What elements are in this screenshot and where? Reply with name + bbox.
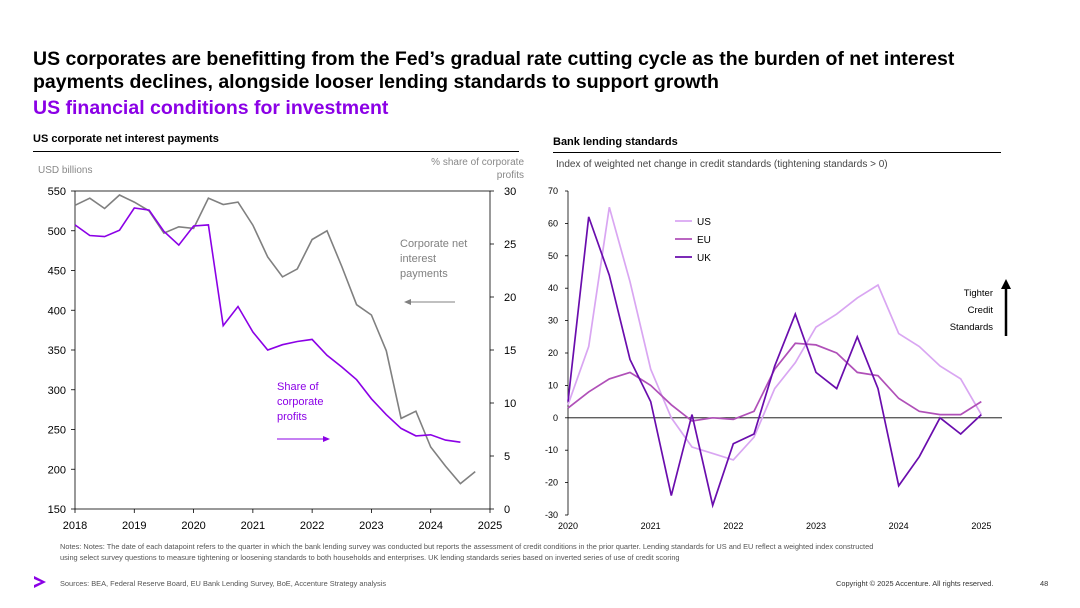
annotation-arrow-grey-head bbox=[404, 299, 411, 305]
right-chart-y-tick-label: -10 bbox=[545, 445, 558, 455]
sources: Sources: BEA, Federal Reserve Board, EU … bbox=[60, 579, 387, 588]
copyright: Copyright © 2025 Accenture. All rights r… bbox=[836, 579, 994, 588]
page-title: US corporates are benefitting from the F… bbox=[33, 48, 955, 93]
footnotes: Notes: Notes: The date of each datapoint… bbox=[60, 542, 874, 562]
right-chart-y-tick-label: 70 bbox=[548, 186, 558, 196]
right-chart-y-tick-label: -20 bbox=[545, 478, 558, 488]
left-x-tick-label: 2022 bbox=[300, 520, 324, 532]
page-subtitle: US financial conditions for investment bbox=[33, 97, 389, 119]
right-chart-x-tick-label: 2021 bbox=[641, 521, 661, 531]
annotation-share-of-profits: Share of corporate profits bbox=[277, 381, 323, 423]
right-y-tick-label: 15 bbox=[504, 345, 516, 357]
accenture-logo-icon bbox=[34, 576, 46, 588]
right-chart-x-tick-label: 2020 bbox=[558, 521, 578, 531]
page-number: 48 bbox=[1040, 579, 1049, 588]
left-y-tick-label: 200 bbox=[48, 464, 66, 476]
left-y-tick-label: 500 bbox=[48, 226, 66, 238]
right-y-tick-label: 5 bbox=[504, 451, 510, 463]
right-y-tick-label: 20 bbox=[504, 292, 516, 304]
right-chart-title: Bank lending standards bbox=[553, 136, 678, 148]
right-y-tick-label: 30 bbox=[504, 186, 516, 198]
left-y-tick-label: 450 bbox=[48, 266, 66, 278]
right-chart-y-tick-label: -30 bbox=[545, 510, 558, 520]
left-y-tick-label: 300 bbox=[48, 385, 66, 397]
left-y-tick-label: 550 bbox=[48, 186, 66, 198]
right-chart-y-tick-label: 10 bbox=[548, 380, 558, 390]
right-y-tick-label: 10 bbox=[504, 398, 516, 410]
legend-label-eu: EU bbox=[697, 235, 711, 246]
left-x-tick-label: 2024 bbox=[418, 520, 442, 532]
left-x-tick-label: 2019 bbox=[122, 520, 146, 532]
left-x-tick-label: 2023 bbox=[359, 520, 383, 532]
right-chart-y-tick-label: 0 bbox=[553, 413, 558, 423]
annotation-tighter-credit-1: Credit bbox=[968, 305, 994, 316]
left-x-tick-label: 2018 bbox=[63, 520, 87, 532]
left-x-tick-label: 2021 bbox=[241, 520, 265, 532]
legend-label-us: US bbox=[697, 217, 711, 228]
left-x-tick-label: 2025 bbox=[478, 520, 502, 532]
series-line-share-of-profits bbox=[74, 207, 461, 443]
annotation-arrow-purple-head bbox=[323, 436, 330, 442]
right-chart-x-tick-label: 2024 bbox=[889, 521, 909, 531]
series-line-corporate-net-interest bbox=[74, 194, 476, 485]
left-y-tick-label: 350 bbox=[48, 345, 66, 357]
right-y-tick-label: 0 bbox=[504, 504, 510, 516]
right-chart-y-tick-label: 20 bbox=[548, 348, 558, 358]
left-y-tick-label: 250 bbox=[48, 425, 66, 437]
right-chart-y-tick-label: 60 bbox=[548, 218, 558, 228]
series-line-us bbox=[567, 206, 983, 461]
right-chart-x-tick-label: 2022 bbox=[723, 521, 743, 531]
right-y-axis-label: % share of corporate profits bbox=[431, 157, 524, 181]
left-y-tick-label: 400 bbox=[48, 305, 66, 317]
left-chart-title: US corporate net interest payments bbox=[33, 133, 219, 145]
right-chart-y-tick-label: 40 bbox=[548, 283, 558, 293]
right-chart-rule bbox=[553, 152, 1001, 153]
right-chart-x-tick-label: 2025 bbox=[971, 521, 991, 531]
annotation-tighter-credit-2: Standards bbox=[950, 322, 994, 333]
series-line-eu bbox=[567, 342, 982, 422]
right-chart-x-tick-label: 2023 bbox=[806, 521, 826, 531]
left-y-tick-label: 150 bbox=[48, 504, 66, 516]
right-y-tick-label: 25 bbox=[504, 239, 516, 251]
right-chart-y-tick-label: 30 bbox=[548, 316, 558, 326]
right-chart-y-axis-label: Index of weighted net change in credit s… bbox=[556, 159, 888, 170]
left-y-axis-label: USD billions bbox=[38, 165, 92, 176]
annotation-corporate-net-interest: Corporate net interest payments bbox=[400, 238, 467, 280]
annotation-up-arrow-head bbox=[1001, 279, 1011, 289]
right-chart-y-tick-label: 50 bbox=[548, 251, 558, 261]
left-x-tick-label: 2020 bbox=[181, 520, 205, 532]
legend-label-uk: UK bbox=[697, 253, 711, 264]
annotation-tighter-credit-0: Tighter bbox=[964, 288, 993, 299]
series-line-uk bbox=[567, 216, 982, 509]
left-chart-rule bbox=[33, 151, 519, 152]
